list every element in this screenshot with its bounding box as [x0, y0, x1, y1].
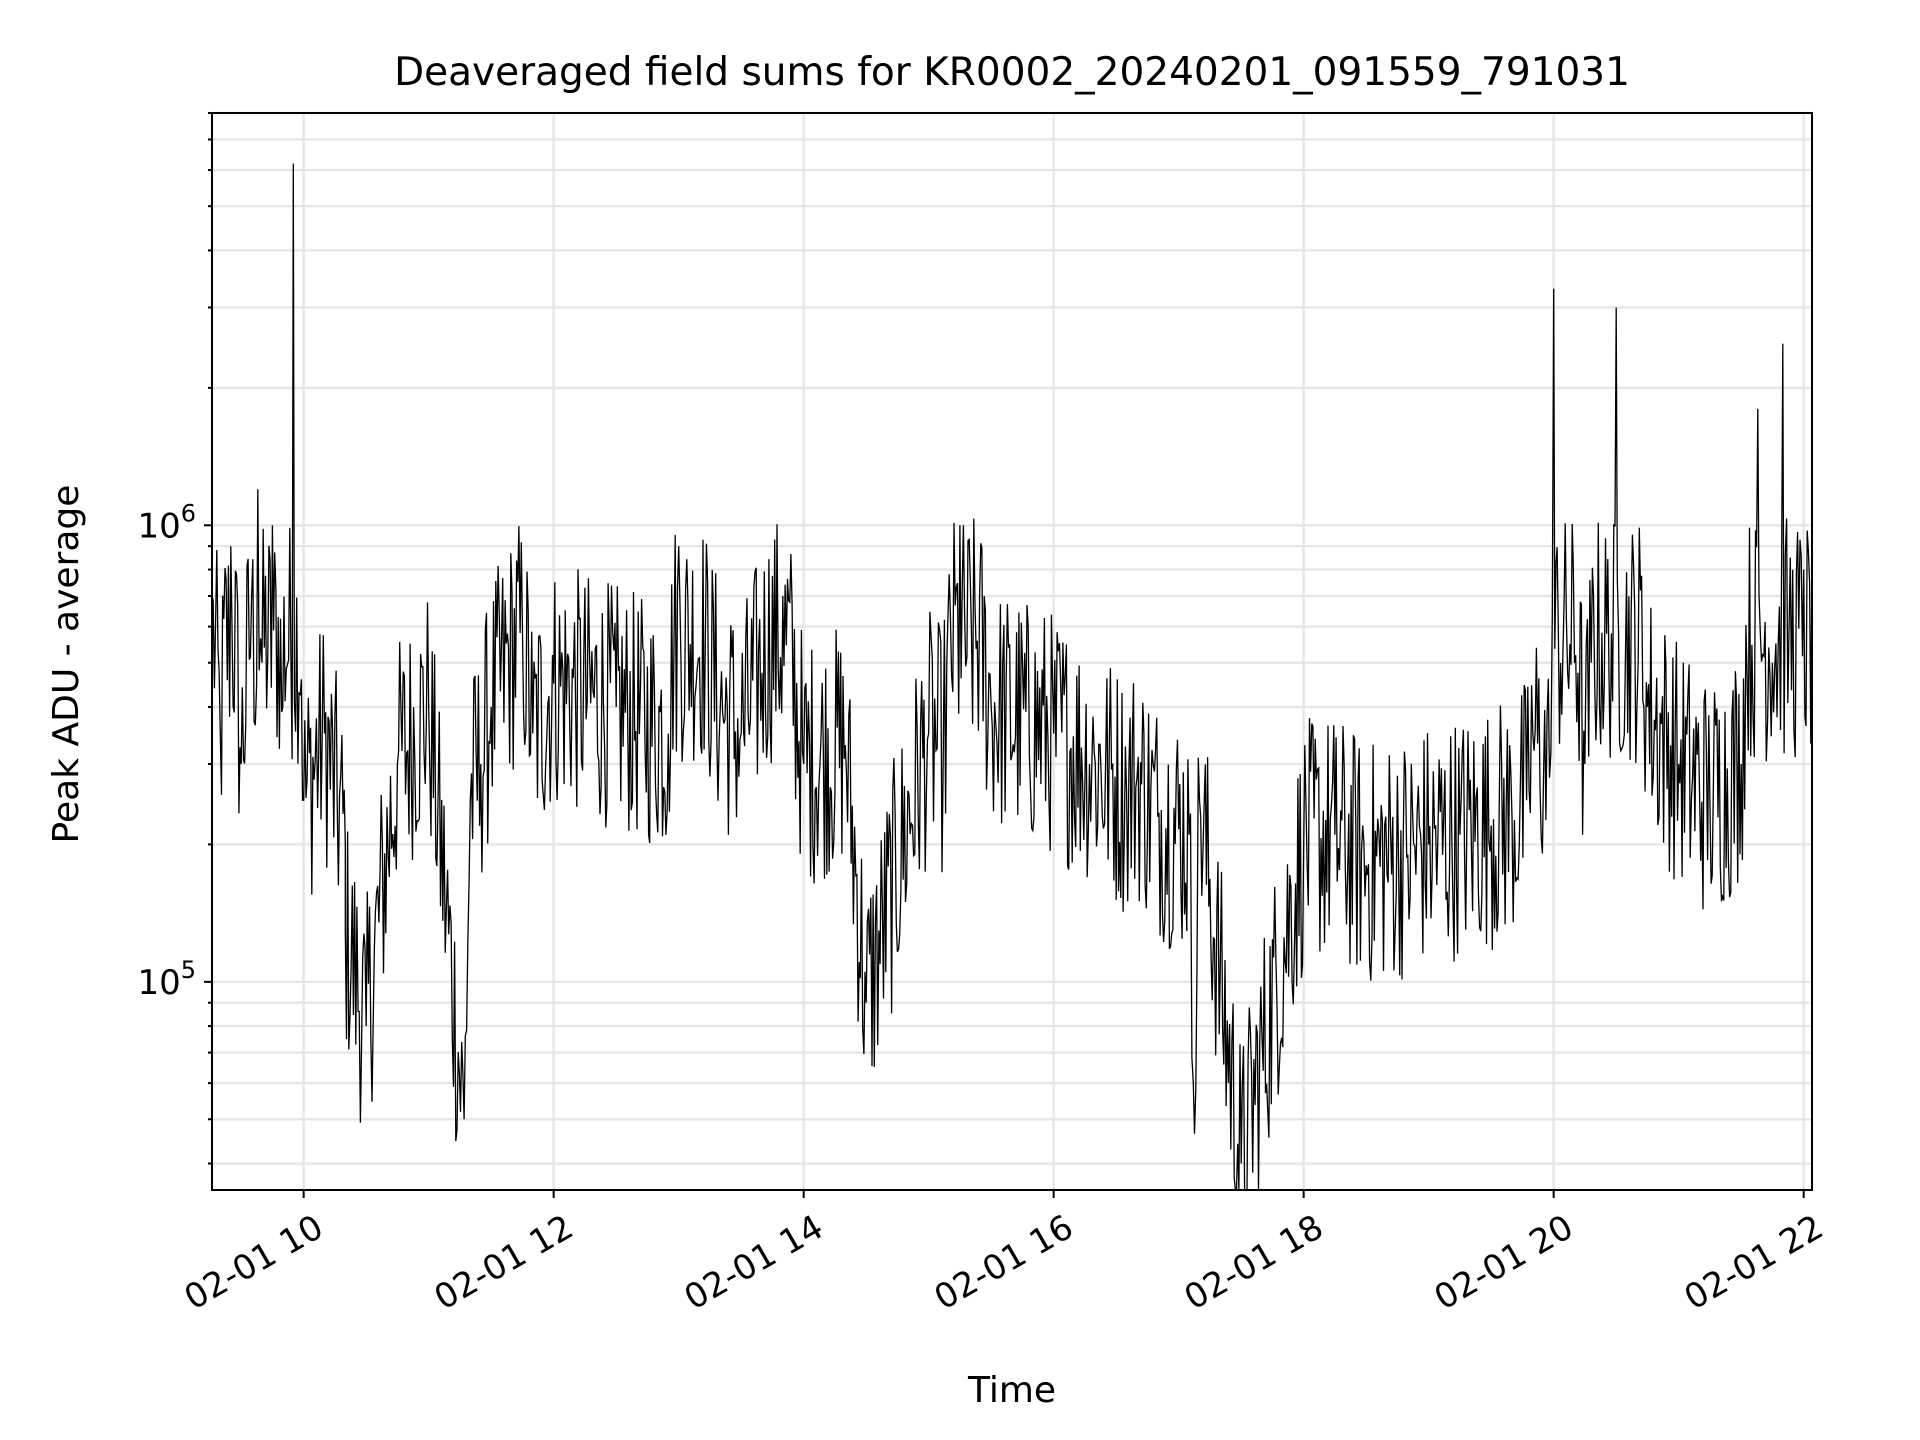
series-line — [211, 163, 1813, 1191]
y-tick-base: 10 — [137, 963, 180, 1003]
y-tick-exponent: 6 — [181, 499, 196, 527]
x-axis-label: Time — [967, 1370, 1056, 1411]
y-axis-label: Peak ADU - average — [46, 485, 87, 844]
y-tick-base: 10 — [137, 506, 180, 546]
series-layer — [211, 163, 1813, 1191]
y-tick-label: 106 — [137, 499, 196, 546]
plot-frame — [211, 112, 1813, 1191]
chart-title: Deaveraged field sums for KR0002_2024020… — [394, 50, 1630, 95]
y-tick-label: 105 — [137, 956, 196, 1003]
y-tick-exponent: 5 — [181, 956, 196, 984]
